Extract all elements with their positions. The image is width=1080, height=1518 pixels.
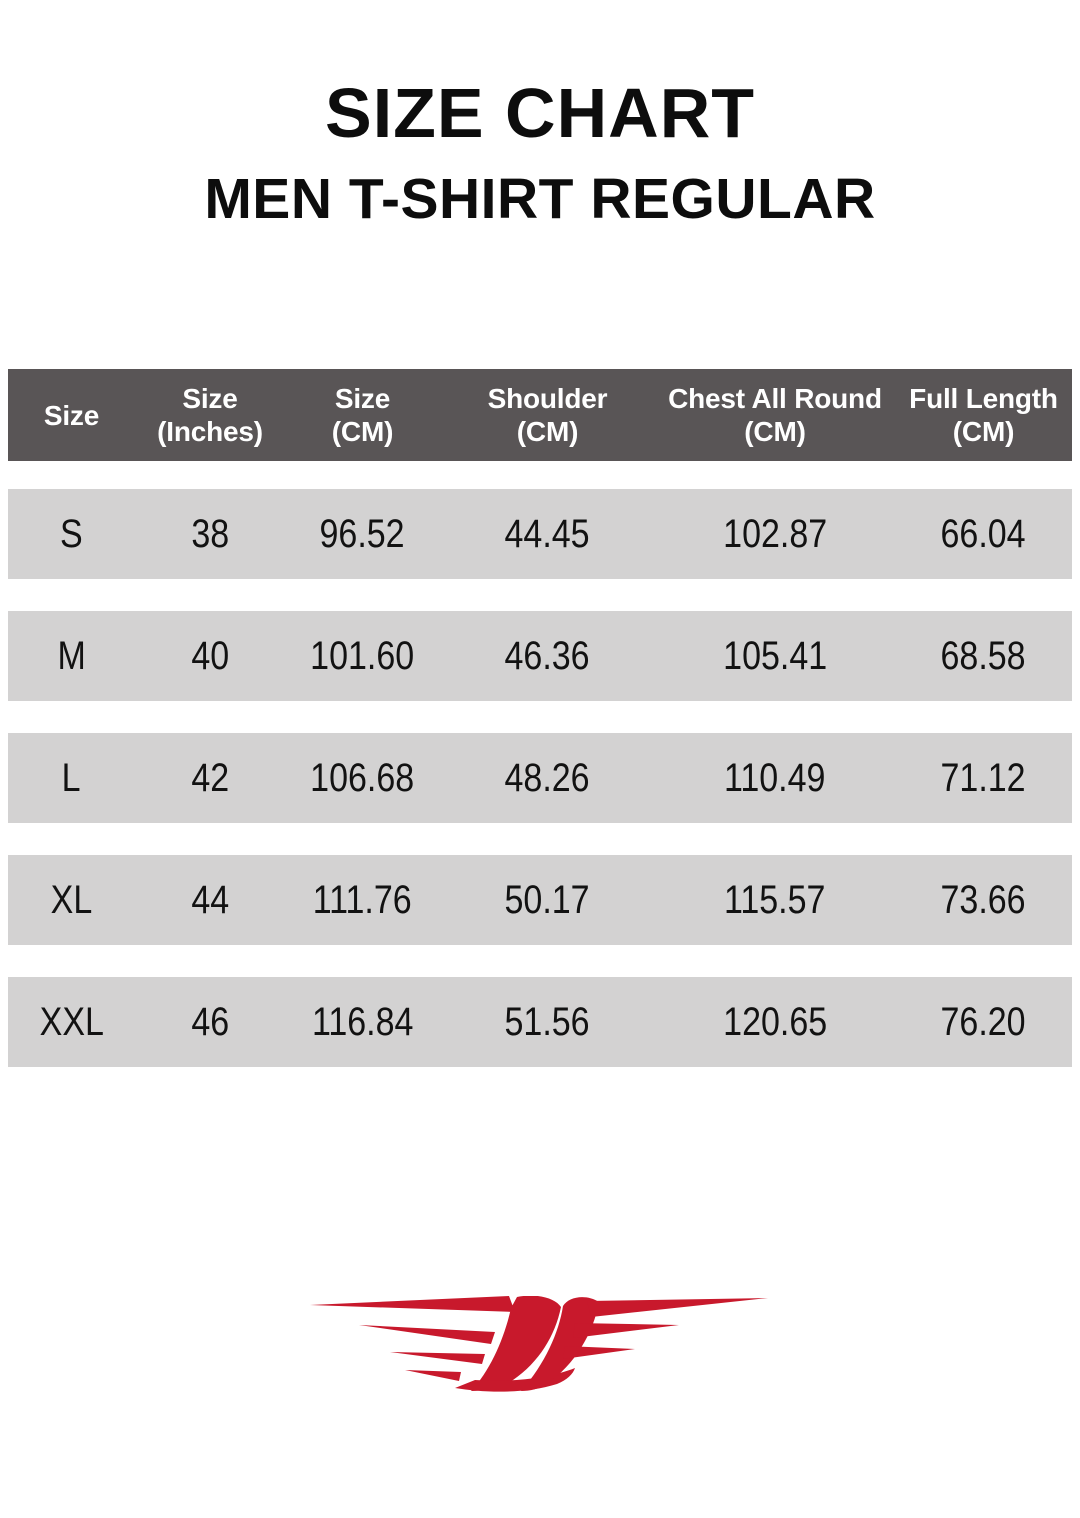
column-header-line1: Size: [334, 383, 391, 414]
cell-value: M: [57, 633, 86, 678]
cell-size-cm: 111.76: [285, 878, 440, 923]
size-chart-table: Size Size (Inches) Size (CM) Shoulder (CM) Ches…: [8, 369, 1072, 1067]
cell-value: 38: [191, 511, 229, 556]
cell-shoulder-cm: 50.17: [440, 878, 655, 923]
cell-size: S: [8, 512, 135, 557]
column-header-line2: (Inches): [157, 416, 263, 447]
table-row-xxl: XXL 46 116.84 51.56 120.65 76.20: [8, 977, 1072, 1067]
column-header-line1: Size: [182, 383, 238, 414]
cell-value: 102.87: [723, 511, 827, 556]
cell-size-cm: 101.60: [285, 634, 440, 679]
column-header-size-cm: Size (CM): [285, 382, 440, 448]
cell-size-cm: 116.84: [285, 1000, 440, 1045]
cell-chest-cm: 110.49: [655, 756, 895, 801]
table-row-s: S 38 96.52 44.45 102.87 66.04: [8, 489, 1072, 579]
cell-value: 46: [191, 999, 229, 1044]
cell-size-inches: 44: [135, 878, 285, 923]
red-wing-emblem-icon: [310, 1296, 768, 1392]
column-header-shoulder-cm: Shoulder (CM): [440, 382, 655, 448]
cell-value: 68.58: [940, 633, 1027, 678]
cell-value: 115.57: [724, 877, 826, 922]
cell-value: 105.41: [723, 633, 827, 678]
column-header-line2: (CM): [516, 416, 579, 447]
cell-size-cm: 96.52: [285, 512, 440, 557]
page-subtitle: MEN T-SHIRT REGULAR: [204, 167, 876, 231]
cell-value: 66.04: [940, 511, 1027, 556]
column-header-line2: (CM): [952, 416, 1015, 447]
cell-value: 42: [191, 755, 229, 800]
cell-value: L: [62, 755, 81, 800]
cell-size: XXL: [8, 1000, 135, 1045]
cell-value: XXL: [39, 999, 104, 1044]
cell-value: 106.68: [310, 755, 415, 800]
cell-value: 50.17: [504, 877, 591, 922]
cell-value: 48.26: [504, 755, 591, 800]
cell-value: 120.65: [723, 999, 827, 1044]
cell-chest-cm: 102.87: [655, 512, 895, 557]
cell-value: 40: [191, 633, 229, 678]
cell-value: 73.66: [940, 877, 1027, 922]
cell-chest-cm: 120.65: [655, 1000, 895, 1045]
column-header-line1: Full Length: [909, 383, 1058, 414]
cell-size-inches: 40: [135, 634, 285, 679]
cell-shoulder-cm: 44.45: [440, 512, 655, 557]
cell-value: 110.49: [724, 755, 826, 800]
cell-value: 96.52: [319, 511, 406, 556]
brand-logo: [0, 1296, 1080, 1392]
column-header-chest-cm: Chest All Round (CM): [655, 382, 895, 448]
column-header-line2: (CM): [331, 416, 394, 447]
cell-size-cm: 106.68: [285, 756, 440, 801]
cell-value: 44: [191, 877, 229, 922]
column-header-size: Size: [8, 399, 135, 432]
column-header-line1: Size: [43, 399, 100, 431]
column-header-size-inches: Size (Inches): [135, 382, 285, 448]
cell-shoulder-cm: 48.26: [440, 756, 655, 801]
column-header-length-cm: Full Length (CM): [895, 382, 1072, 448]
cell-value: 51.56: [504, 999, 591, 1044]
cell-chest-cm: 115.57: [655, 878, 895, 923]
column-header-line1: Chest All Round: [668, 383, 882, 414]
cell-value: 101.60: [310, 633, 415, 678]
cell-size-inches: 42: [135, 756, 285, 801]
cell-length-cm: 73.66: [895, 878, 1072, 923]
cell-size-inches: 46: [135, 1000, 285, 1045]
page-title: SIZE CHART: [325, 74, 755, 152]
cell-value: 111.76: [313, 877, 412, 922]
cell-chest-cm: 105.41: [655, 634, 895, 679]
cell-length-cm: 68.58: [895, 634, 1072, 679]
column-header-line2: (CM): [744, 416, 806, 447]
cell-value: 71.12: [940, 755, 1027, 800]
column-header-line1: Shoulder: [487, 383, 608, 414]
cell-length-cm: 66.04: [895, 512, 1072, 557]
table-row-l: L 42 106.68 48.26 110.49 71.12: [8, 733, 1072, 823]
cell-size: L: [8, 756, 135, 801]
cell-value: 44.45: [504, 511, 591, 556]
cell-length-cm: 76.20: [895, 1000, 1072, 1045]
cell-size: M: [8, 634, 135, 679]
cell-value: 76.20: [940, 999, 1027, 1044]
cell-value: S: [60, 511, 83, 556]
table-row-m: M 40 101.60 46.36 105.41 68.58: [8, 611, 1072, 701]
cell-shoulder-cm: 51.56: [440, 1000, 655, 1045]
table-body: S 38 96.52 44.45 102.87 66.04 M 40 101.60 46.36 10…: [8, 489, 1072, 1067]
cell-shoulder-cm: 46.36: [440, 634, 655, 679]
cell-value: XL: [50, 877, 93, 922]
table-header-row: Size Size (Inches) Size (CM) Shoulder (CM) Ches…: [8, 369, 1072, 461]
cell-size-inches: 38: [135, 512, 285, 557]
cell-length-cm: 71.12: [895, 756, 1072, 801]
cell-size: XL: [8, 878, 135, 923]
table-row-xl: XL 44 111.76 50.17 115.57 73.66: [8, 855, 1072, 945]
cell-value: 46.36: [504, 633, 591, 678]
cell-value: 116.84: [311, 999, 414, 1044]
